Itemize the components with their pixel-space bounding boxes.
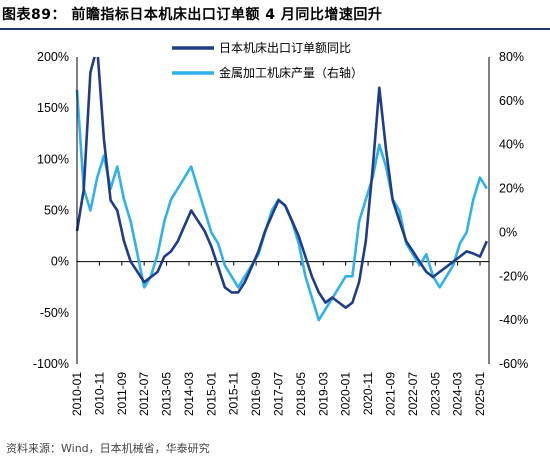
x-tick-label: 2023-05: [428, 372, 442, 416]
x-tick-label: 2012-07: [137, 372, 151, 416]
plot-top-mask: [77, 30, 489, 57]
right-tick-label: 40%: [499, 138, 524, 152]
x-tick-label: 2011-09: [115, 372, 129, 415]
right-tick-label: 60%: [499, 94, 524, 108]
left-tick-label: -50%: [40, 306, 69, 320]
x-tick-label: 2022-07: [406, 372, 420, 416]
left-tick-label: -100%: [33, 357, 69, 371]
x-tick-label: 2020-11: [361, 372, 375, 415]
left-tick-label: 0%: [51, 255, 69, 269]
x-tick-label: 2017-07: [272, 372, 286, 416]
x-tick-label: 2018-05: [294, 372, 308, 416]
x-tick-label: 2024-03: [451, 372, 465, 416]
chart-title: 图表89： 前瞻指标日本机床出口订单额 4 月同比增速回升: [2, 7, 383, 23]
x-tick-label: 2021-09: [383, 372, 397, 416]
x-tick-label: 2019-03: [316, 372, 330, 416]
x-tick-label: 2014-03: [182, 372, 196, 416]
series-export-orders-yoy: [75, 45, 488, 310]
title-divider: [0, 28, 550, 30]
left-tick-label: 50%: [44, 204, 69, 218]
x-tick-label: 2020-01: [339, 372, 353, 416]
right-tick-label: 0%: [499, 225, 517, 239]
legend-label-series2: 金属加工机床产量（右轴）: [219, 65, 363, 80]
left-axis-ticks: -100% -50% 0% 50% 100% 150% 200%: [33, 50, 69, 371]
right-tick-label: -20%: [499, 269, 528, 283]
right-axis-ticks: -60% -40% -20% 0% 20% 40% 60% 80%: [499, 50, 528, 371]
left-tick-label: 200%: [37, 50, 69, 64]
legend-label-series1: 日本机床出口订单额同比: [219, 41, 351, 55]
left-tick-label: 150%: [37, 101, 69, 115]
right-tick-label: 20%: [499, 182, 524, 196]
right-tick-label: -60%: [499, 357, 528, 371]
x-tick-label: 2016-09: [249, 372, 263, 416]
series-lines: [75, 45, 488, 322]
series-machine-tool-output: [75, 89, 488, 322]
x-tick-label: 2010-11: [92, 372, 106, 415]
x-tick-label: 2015-11: [227, 372, 241, 415]
x-tick-label: 2010-01: [70, 372, 84, 416]
right-tick-label: 80%: [499, 50, 524, 64]
x-tick-label: 2013-05: [160, 372, 174, 416]
x-tick-label: 2015-01: [204, 372, 218, 416]
x-tick-label: 2025-01: [473, 372, 487, 416]
legend: 日本机床出口订单额同比 金属加工机床产量（右轴）: [172, 41, 363, 80]
x-axis: 2010-01 2010-11 2011-09 2012-07 2013-05 2014-…: [70, 261, 489, 416]
source-note: 资料来源：Wind，日本机械省，华泰研究: [6, 442, 210, 455]
left-tick-label: 100%: [37, 152, 69, 166]
right-tick-label: -40%: [499, 313, 528, 327]
